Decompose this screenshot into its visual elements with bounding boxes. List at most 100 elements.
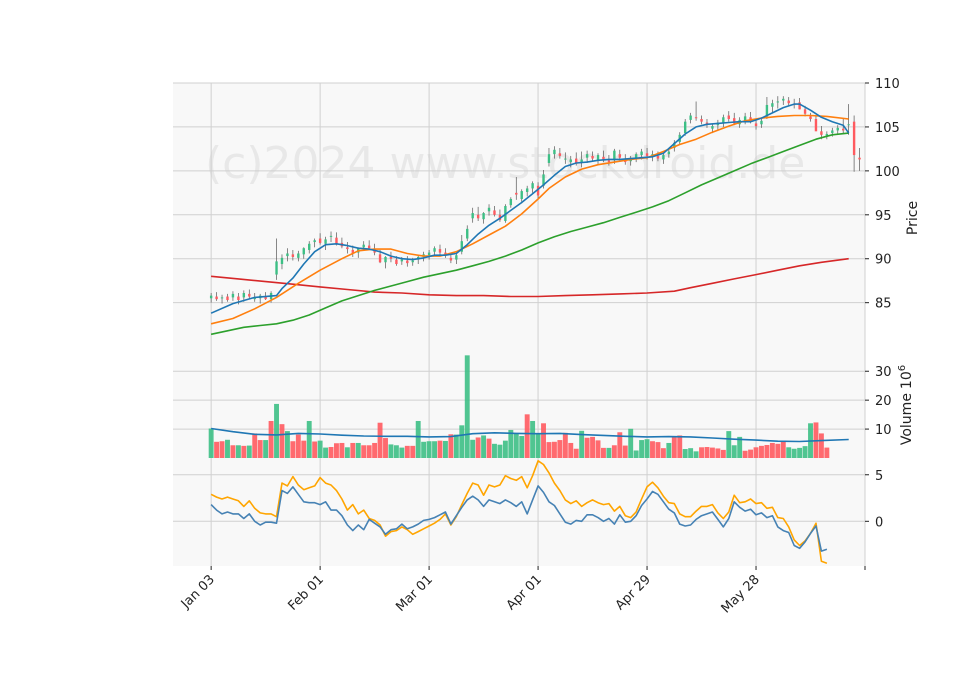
candle bbox=[836, 125, 839, 135]
candle bbox=[694, 101, 698, 121]
candle bbox=[308, 241, 311, 254]
volume-bar bbox=[731, 445, 737, 458]
candle bbox=[515, 177, 518, 200]
osc-y-tick-label: 5 bbox=[875, 469, 883, 484]
candle-body bbox=[624, 160, 627, 163]
volume-bar bbox=[448, 434, 454, 458]
oscillator-line-a bbox=[210, 485, 828, 552]
volume-bar bbox=[399, 447, 405, 458]
oscillator-series bbox=[210, 460, 828, 564]
price-series bbox=[209, 96, 861, 336]
volume-bar bbox=[486, 438, 492, 458]
candle-body bbox=[231, 293, 235, 298]
volume-bar bbox=[753, 447, 759, 458]
volume-bar bbox=[557, 440, 563, 458]
volume-bar bbox=[437, 440, 443, 458]
candle-body bbox=[493, 210, 496, 215]
candle bbox=[460, 235, 463, 255]
watermark: (c)2024 www.stockdroid.de bbox=[205, 138, 805, 189]
candle bbox=[771, 99, 774, 112]
candle-body bbox=[754, 123, 758, 127]
candle-body bbox=[694, 117, 698, 119]
volume-bar bbox=[393, 445, 399, 458]
volume-bar bbox=[715, 448, 721, 458]
volume-ma-line bbox=[210, 427, 849, 443]
volume-bar bbox=[208, 428, 214, 458]
volume-bar bbox=[595, 440, 601, 458]
candle-body bbox=[656, 155, 660, 159]
candle-body bbox=[302, 248, 305, 255]
candle-body bbox=[318, 238, 322, 243]
candle-body bbox=[640, 151, 643, 156]
candle bbox=[733, 112, 736, 126]
grid-lines bbox=[173, 82, 866, 566]
candle bbox=[313, 238, 316, 248]
volume-bar bbox=[279, 424, 285, 458]
volume-bar bbox=[737, 436, 743, 458]
price-panel bbox=[173, 83, 865, 351]
candle-body bbox=[798, 102, 801, 110]
candle-body bbox=[308, 243, 311, 250]
candle bbox=[564, 152, 567, 164]
volume-bar bbox=[334, 443, 339, 458]
candle-body bbox=[782, 98, 785, 101]
candle-body bbox=[667, 151, 671, 155]
candle bbox=[847, 104, 850, 135]
volume-bar bbox=[546, 442, 552, 458]
candle bbox=[536, 182, 540, 199]
volume-bar bbox=[459, 425, 465, 458]
candle-body bbox=[847, 124, 850, 126]
volume-bar bbox=[748, 449, 754, 458]
candle bbox=[547, 148, 551, 167]
volume-bar bbox=[519, 436, 525, 458]
x-tick-label: Jan 03 bbox=[178, 572, 218, 612]
candle-body bbox=[683, 121, 687, 134]
candle bbox=[760, 119, 763, 128]
candle bbox=[286, 248, 289, 262]
candle-body bbox=[689, 115, 692, 120]
candle-body bbox=[765, 104, 769, 117]
volume-bar bbox=[470, 439, 476, 458]
candle bbox=[389, 251, 393, 263]
candle bbox=[471, 207, 474, 223]
candle-body bbox=[776, 101, 780, 103]
candle-body bbox=[831, 130, 834, 134]
candle-body bbox=[253, 297, 256, 300]
candle bbox=[607, 155, 611, 166]
candle-body bbox=[313, 240, 316, 243]
volume-multiplier-exponent: 6 bbox=[897, 365, 908, 371]
candle-body bbox=[515, 192, 518, 195]
volume-bar bbox=[693, 451, 699, 458]
candle-body bbox=[700, 119, 703, 122]
volume-bar bbox=[562, 432, 568, 458]
candle bbox=[384, 256, 387, 269]
volume-series bbox=[208, 355, 849, 458]
candle-body bbox=[460, 241, 463, 252]
candle bbox=[809, 112, 812, 122]
candle-body bbox=[329, 235, 333, 237]
candle-body bbox=[607, 160, 611, 163]
candle bbox=[852, 115, 856, 172]
volume-bar bbox=[481, 435, 487, 458]
candle bbox=[683, 119, 687, 136]
volume-bar bbox=[219, 441, 225, 458]
candle-body bbox=[542, 174, 545, 186]
candle bbox=[329, 231, 333, 243]
candle-body bbox=[400, 259, 404, 262]
volume-bar bbox=[655, 442, 661, 458]
volume-bar bbox=[677, 435, 683, 458]
candle-body bbox=[536, 185, 540, 196]
volume-bar bbox=[802, 446, 808, 458]
volume-bar bbox=[366, 445, 372, 458]
candle bbox=[291, 249, 295, 261]
volume-bar bbox=[759, 445, 764, 458]
volume-bar bbox=[404, 445, 410, 458]
volume-bar bbox=[611, 445, 617, 458]
volume-bar bbox=[388, 444, 394, 458]
volume-bar bbox=[769, 442, 775, 458]
volume-bar bbox=[573, 448, 579, 458]
candle-body bbox=[705, 122, 709, 125]
volume-y-tick-label: 30 bbox=[875, 365, 892, 380]
candle bbox=[215, 292, 218, 301]
volume-bar bbox=[628, 428, 634, 458]
